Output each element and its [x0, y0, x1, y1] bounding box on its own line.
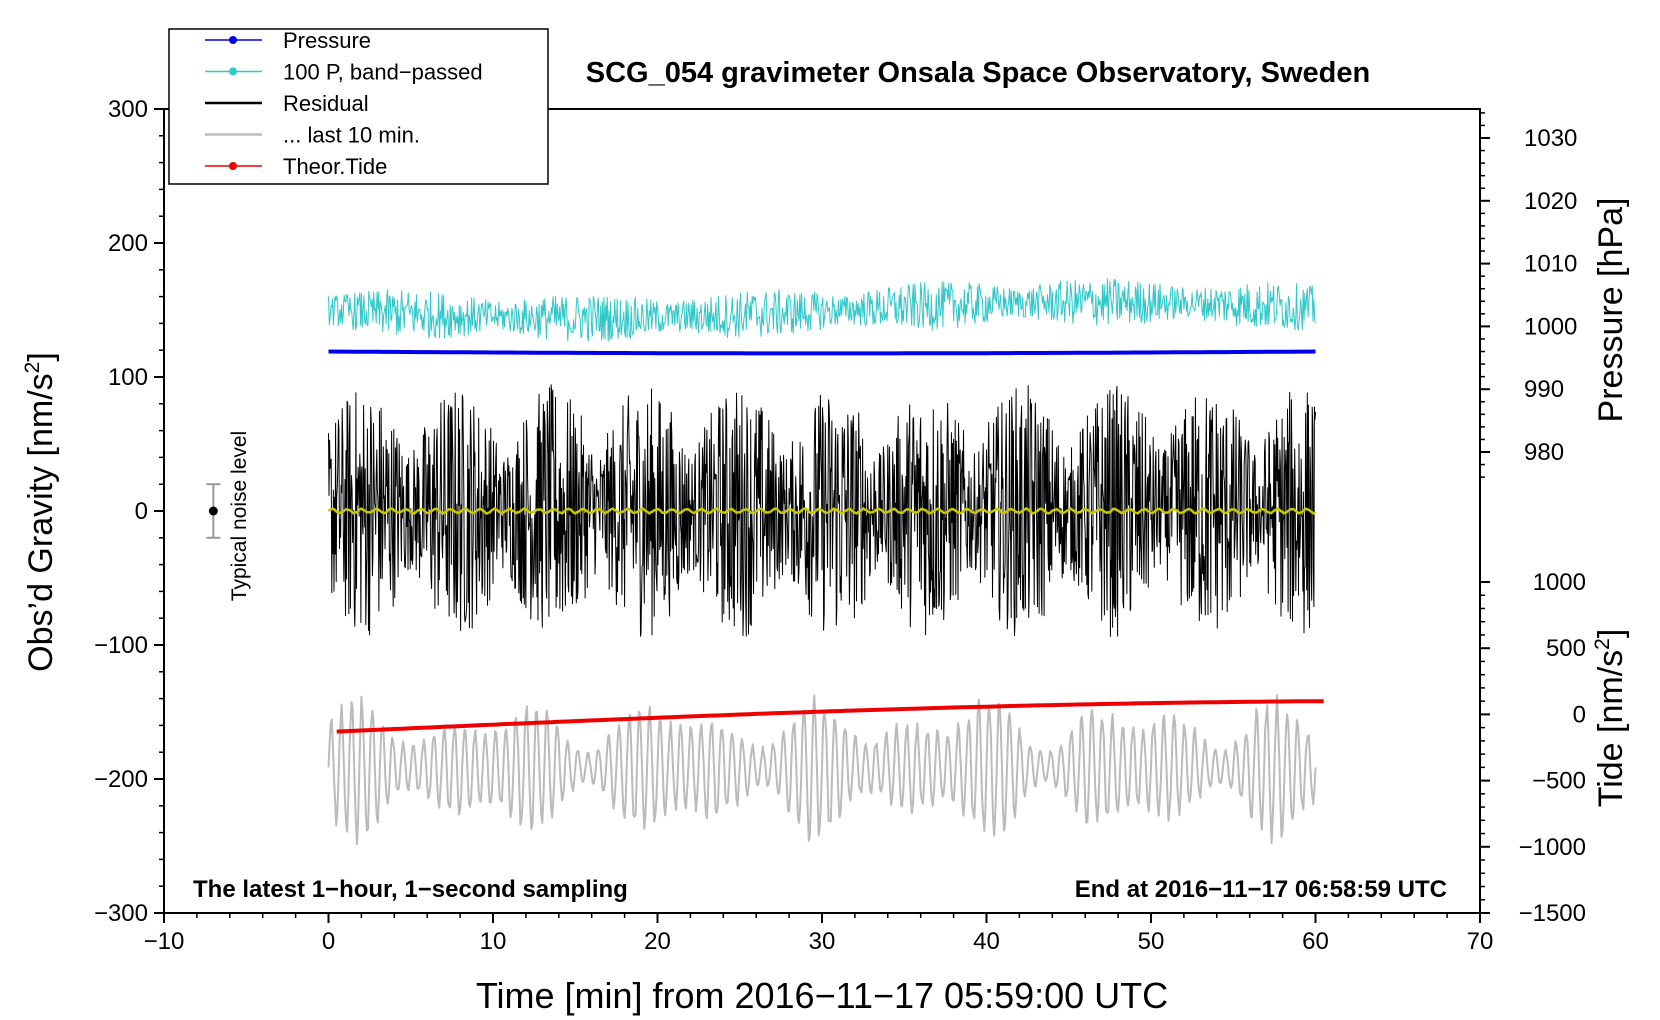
- y-tick-label: −200: [94, 766, 148, 793]
- axis-ticks: −10 0 10 20 30 40 50 60 703002001000−100−200−300…: [94, 96, 1586, 955]
- x-tick-label: 20: [644, 928, 671, 955]
- x-tick-label: 60: [1302, 928, 1329, 955]
- y-axis-label-sup: 2: [21, 362, 44, 374]
- legend-label: Pressure: [283, 28, 371, 53]
- series-layer: [327, 278, 1324, 845]
- y-axis-label-end: ]: [22, 352, 60, 361]
- tide-tick-label: −500: [1532, 768, 1586, 795]
- chart-title: SCG_054 gravimeter Onsala Space Observat…: [586, 57, 1370, 89]
- y-axis-label: Obs’d Gravity [nm/s2]: [21, 352, 60, 672]
- annotation-left: The latest 1−hour, 1−second sampling: [193, 876, 628, 903]
- legend-label: Theor.Tide: [283, 154, 387, 179]
- series-theor-tide: [336, 699, 1324, 734]
- series-smoothed-residual: [327, 507, 1317, 515]
- tide-tick-label: 0: [1573, 701, 1586, 728]
- tide-tick-label: 1000: [1533, 569, 1586, 596]
- series-band-passed-pressure: [328, 278, 1316, 342]
- x-tick-label: 10: [480, 928, 507, 955]
- legend: Pressure 100 P, band−passed Residual ... la…: [168, 28, 549, 185]
- series-last-10-min: [327, 694, 1317, 845]
- legend-box: [168, 28, 549, 185]
- tide-tick-label: −1500: [1519, 900, 1586, 927]
- y-tick-label: −100: [94, 632, 148, 659]
- noise-level-indicator: Typical noise level: [206, 431, 251, 601]
- pressure-tick-label: 1000: [1524, 313, 1577, 340]
- legend-marker: [229, 162, 237, 170]
- noise-level-dot: [208, 506, 218, 516]
- y-tick-label: 0: [135, 498, 148, 525]
- x-tick-label: 50: [1138, 928, 1165, 955]
- legend-marker: [229, 36, 237, 44]
- x-tick-label: 0: [322, 928, 335, 955]
- x-tick-label: 70: [1467, 928, 1494, 955]
- legend-label: 100 P, band−passed: [283, 60, 483, 85]
- y-tick-label: 100: [108, 364, 148, 391]
- y-axis-label-main: Obs’d Gravity [nm/s: [22, 373, 60, 672]
- y-tick-label: 300: [108, 96, 148, 123]
- pressure-tick-label: 1030: [1524, 125, 1577, 152]
- tide-axis-label-main: Tide [nm/s: [1592, 650, 1630, 807]
- annotation-right: End at 2016−11−17 06:58:59 UTC: [1075, 876, 1447, 903]
- legend-marker: [229, 67, 237, 76]
- series-residual: [328, 384, 1316, 637]
- pressure-tick-label: 1010: [1524, 251, 1577, 278]
- x-tick-label: 30: [809, 928, 836, 955]
- x-axis-label: Time [min] from 2016−11−17 05:59:00 UTC: [476, 975, 1168, 1016]
- tide-axis-label-sup: 2: [1591, 638, 1614, 650]
- y-tick-label: −300: [94, 900, 148, 927]
- tide-axis-label-end: ]: [1592, 629, 1630, 638]
- noise-level-label: Typical noise level: [228, 431, 251, 601]
- tide-tick-label: −1000: [1519, 834, 1586, 861]
- legend-label: ... last 10 min.: [283, 123, 420, 148]
- pressure-tick-label: 1020: [1524, 188, 1577, 215]
- y-tick-label: 200: [108, 230, 148, 257]
- pressure-axis-label: Pressure [hPa]: [1592, 198, 1630, 423]
- legend-label: Residual: [283, 91, 369, 116]
- series-pressure: [328, 349, 1316, 356]
- x-tick-label: −10: [144, 928, 185, 955]
- x-tick-label: 40: [973, 928, 1000, 955]
- pressure-tick-label: 990: [1524, 376, 1564, 403]
- tide-axis-label: Tide [nm/s2]: [1591, 629, 1630, 808]
- tide-tick-label: 500: [1546, 635, 1586, 662]
- pressure-tick-label: 980: [1524, 439, 1564, 466]
